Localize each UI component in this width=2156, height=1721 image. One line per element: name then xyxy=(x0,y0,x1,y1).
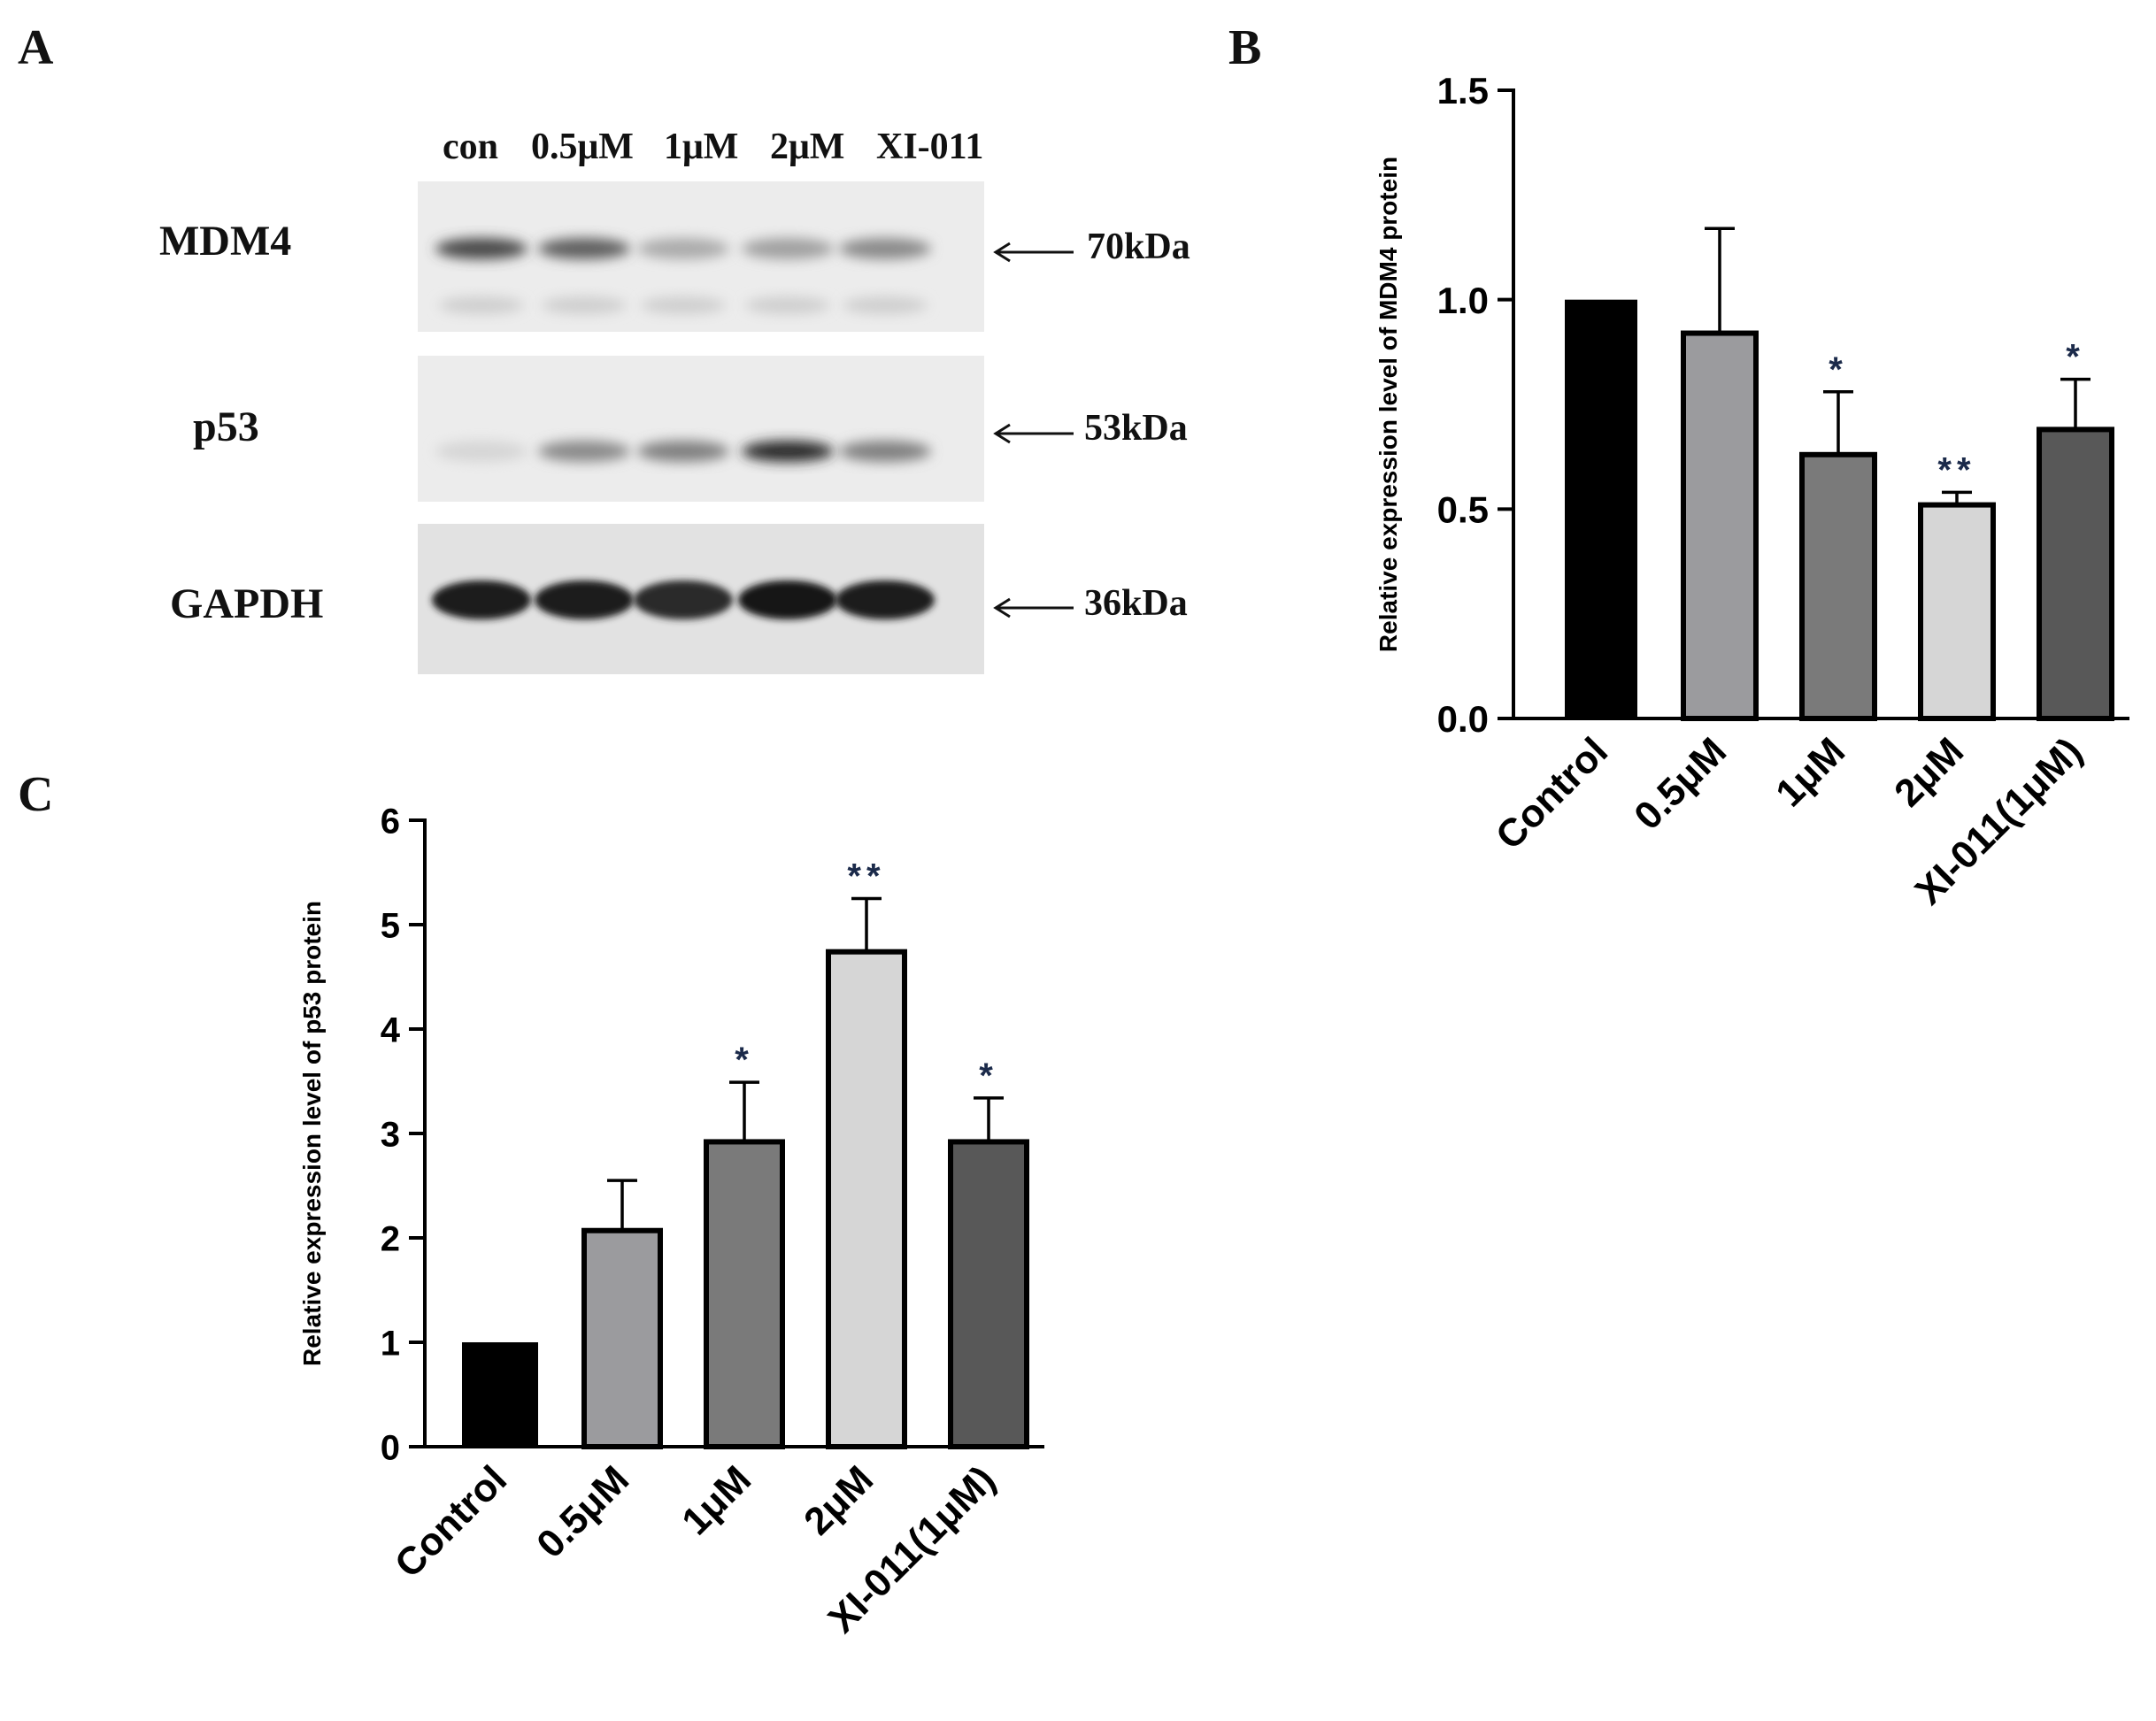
blot-band-mdm4-4 xyxy=(839,238,931,259)
y-tick-label: 0.0 xyxy=(1437,698,1489,740)
panel-label-b: B xyxy=(1228,20,1262,75)
blot-band-p53-2 xyxy=(637,441,729,462)
arrow-mdm4-icon xyxy=(993,242,1074,263)
chart-c-p53: 0 1 2 3 4 5 6 Relative expression level of p53 … xyxy=(298,802,1044,1641)
blot-faint-band-2 xyxy=(641,296,726,314)
blot-band-p53-0 xyxy=(435,441,527,462)
arrow-p53-icon xyxy=(993,423,1074,444)
blot-faint-band-4 xyxy=(843,296,928,314)
significance-marker: * xyxy=(1829,350,1848,389)
blot-band-mdm4-3 xyxy=(742,238,834,259)
blot-band-p53-4 xyxy=(839,441,931,462)
y-tick-label: 1 xyxy=(381,1324,400,1363)
lane-label-xi011: XI-011 xyxy=(876,127,984,167)
blot-band-mdm4-0 xyxy=(435,238,527,259)
bar-2 xyxy=(704,1139,785,1449)
lane-label-0-5um: 0.5μM xyxy=(531,127,634,167)
protein-label-gapdh: GAPDH xyxy=(170,580,324,627)
lane-label-con: con xyxy=(443,127,498,167)
significance-marker: ** xyxy=(1937,450,1975,489)
bar-0 xyxy=(462,1342,538,1447)
chart-b-plot: 0.0 0.5 1.0 1.5 Relative expression level of… xyxy=(1374,70,2129,913)
blot-band-gapdh-2 xyxy=(634,580,733,619)
y-axis-label: Relative expression level of MDM4 protei… xyxy=(1374,157,1402,652)
y-tick-label: 6 xyxy=(381,802,400,841)
blot-band-gapdh-3 xyxy=(738,580,837,619)
x-tick-label: 1μM xyxy=(1767,729,1853,815)
significance-marker: * xyxy=(735,1041,754,1079)
y-tick-label: 3 xyxy=(381,1115,400,1154)
blot-faint-band-1 xyxy=(542,296,627,314)
protein-label-mdm4: MDM4 xyxy=(159,218,292,265)
x-tick-label: Control xyxy=(387,1457,515,1586)
size-label-53kda: 53kDa xyxy=(1084,408,1188,449)
panel-label-c: C xyxy=(18,767,54,822)
y-tick-label: 0.5 xyxy=(1437,488,1489,530)
y-tick-label: 1.5 xyxy=(1437,70,1489,111)
x-tick-label: 0.5μM xyxy=(528,1457,637,1566)
significance-marker: * xyxy=(2066,338,2085,377)
lane-label-1um: 1μM xyxy=(664,127,739,167)
bar-0 xyxy=(1565,299,1637,718)
blot-faint-band-0 xyxy=(439,296,524,314)
protein-label-p53: p53 xyxy=(193,403,259,450)
blot-band-gapdh-0 xyxy=(432,580,531,619)
blot-band-gapdh-4 xyxy=(835,580,935,619)
arrow-gapdh-icon xyxy=(993,597,1074,618)
blot-strip-gapdh xyxy=(418,524,984,674)
blot-strip-mdm4 xyxy=(418,181,984,332)
blot-band-p53-1 xyxy=(538,441,630,462)
y-tick-label: 4 xyxy=(381,1010,401,1049)
x-tick-label: 2μM xyxy=(796,1457,882,1543)
bar-4 xyxy=(2037,426,2114,721)
x-tick-label: 0.5μM xyxy=(1626,729,1735,838)
blot-strip-p53 xyxy=(418,356,984,502)
chart-b-mdm4: 0.0 0.5 1.0 1.5 Relative expression level of… xyxy=(1374,70,2129,913)
bar-3 xyxy=(1918,502,1996,721)
y-tick-label: 1.0 xyxy=(1437,280,1489,321)
y-tick-label: 5 xyxy=(381,906,400,945)
blot-band-p53-3 xyxy=(742,441,834,462)
blot-band-mdm4-2 xyxy=(637,238,729,259)
size-label-36kda: 36kDa xyxy=(1084,583,1188,624)
significance-marker: ** xyxy=(847,857,885,896)
blot-band-gapdh-1 xyxy=(535,580,634,619)
bar-2 xyxy=(1799,451,1877,721)
panel-label-a: A xyxy=(18,20,54,75)
significance-marker: * xyxy=(979,1056,998,1095)
y-tick-label: 2 xyxy=(381,1219,400,1258)
size-label-70kda: 70kDa xyxy=(1087,227,1190,267)
chart-c-plot: 0 1 2 3 4 5 6 Relative expression level of p53 … xyxy=(298,802,1044,1641)
y-axis-label: Relative expression level of p53 protein xyxy=(298,901,326,1366)
x-tick-label: 1μM xyxy=(674,1457,759,1543)
lane-label-2um: 2μM xyxy=(770,127,845,167)
blot-band-mdm4-1 xyxy=(538,238,630,259)
bar-4 xyxy=(948,1139,1029,1449)
bar-3 xyxy=(826,949,907,1449)
blot-faint-band-3 xyxy=(745,296,830,314)
x-tick-label: Control xyxy=(1488,729,1616,857)
bar-1 xyxy=(581,1227,663,1449)
y-tick-label: 0 xyxy=(381,1428,400,1467)
x-tick-label: 2μM xyxy=(1886,729,1972,815)
bar-1 xyxy=(1681,330,1759,721)
